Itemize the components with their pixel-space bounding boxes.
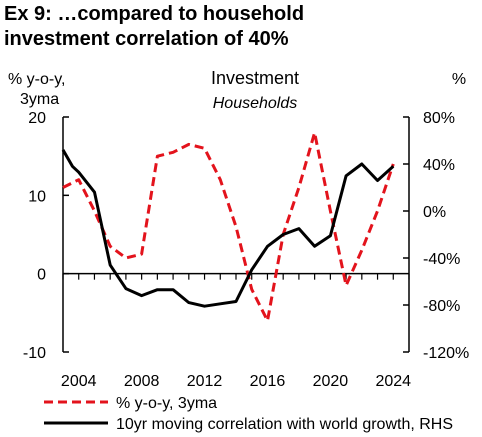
- chart-legend: % y-o-y, 3yma 10yr moving correlation wit…: [44, 395, 453, 433]
- right-axis-tick-label: -80%: [423, 298, 460, 315]
- right-axis-tick-label: 40%: [423, 157, 455, 174]
- left-axis-tick-label: 20: [28, 110, 46, 127]
- yoy-series-line: [62, 131, 395, 323]
- x-axis-tick-label: 2020: [313, 373, 349, 390]
- chart-axes: 20 10 0 -10 80% 40% 0% -40% -80% -120% 2004 2008 201…: [23, 110, 469, 390]
- right-axis-label: %: [452, 71, 466, 88]
- left-axis-label-line-1: % y-o-y,: [8, 71, 65, 88]
- left-axis-tick-label: -10: [23, 345, 46, 362]
- legend-label: % y-o-y, 3yma: [116, 395, 217, 412]
- left-axis-tick-label: 10: [28, 188, 46, 205]
- chart-title: Investment: [211, 68, 299, 88]
- x-axis-tick-label: 2008: [124, 373, 160, 390]
- correlation-series-line: [61, 149, 395, 308]
- exhibit-title-line-2: investment correlation of 40%: [4, 28, 289, 50]
- right-axis-tick-label: 80%: [423, 110, 455, 127]
- chart-subtitle: Households: [213, 95, 298, 112]
- x-axis-tick-label: 2016: [250, 373, 286, 390]
- series-layer: [61, 131, 395, 323]
- x-axis-tick-label: 2024: [375, 373, 411, 390]
- left-axis-tick-label: 0: [37, 267, 46, 284]
- x-axis-tick-label: 2004: [61, 373, 97, 390]
- right-axis-tick-label: -40%: [423, 251, 460, 268]
- right-axis-tick-label: -120%: [423, 345, 469, 362]
- legend-label: 10yr moving correlation with world growt…: [116, 416, 453, 433]
- exhibit-title-line-1: Ex 9: …compared to household: [4, 3, 305, 25]
- right-axis-tick-label: 0%: [423, 204, 446, 221]
- x-axis-tick-label: 2012: [187, 373, 223, 390]
- left-axis-label-line-2: 3yma: [20, 91, 59, 108]
